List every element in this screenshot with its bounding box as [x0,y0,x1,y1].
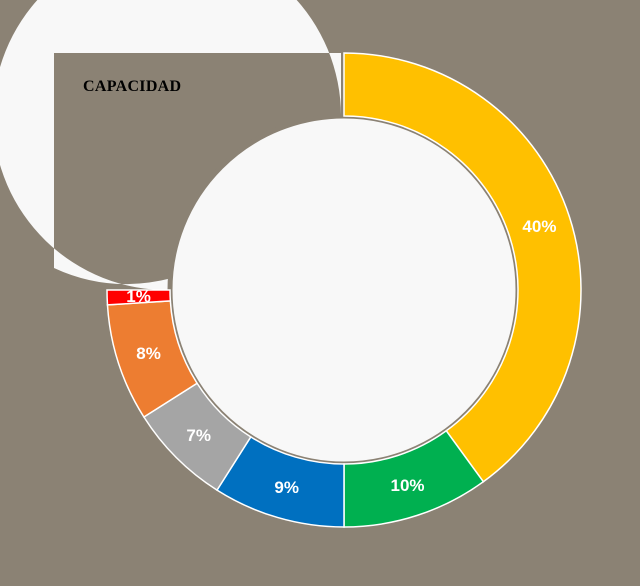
slice-label-2: 10% [390,476,424,495]
donut-hole [167,113,521,467]
donut-slice-6 [106,289,172,306]
chart-title: CAPACIDAD [83,78,182,95]
slice-label-6: 1% [126,287,151,306]
donut-slice-1 [343,52,582,483]
donut-labels: 40% 10% 9% 7% 8% 1% [126,217,556,497]
donut-slices [106,52,582,528]
slice-label-4: 7% [186,426,211,445]
slice-label-5: 8% [136,344,161,363]
chart-panel [0,0,341,291]
slice-label-3: 9% [274,478,299,497]
slice-label-1: 40% [522,217,556,236]
